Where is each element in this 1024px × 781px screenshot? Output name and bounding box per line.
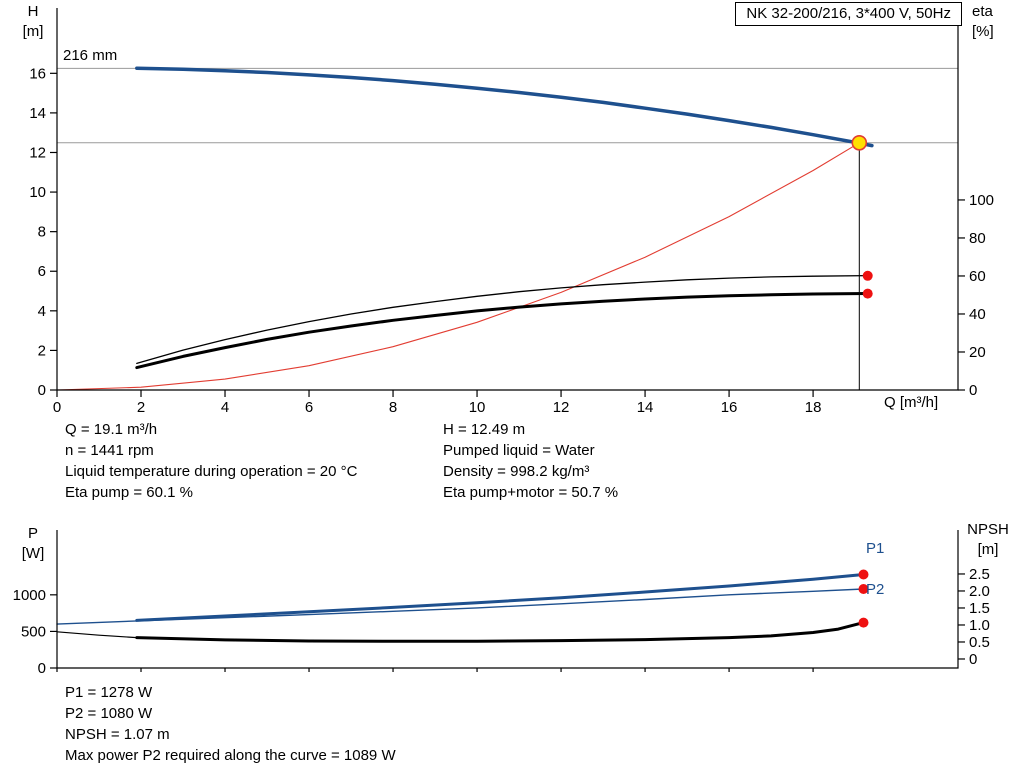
chart-axes — [56, 8, 959, 391]
tick-label: 0 — [969, 651, 977, 668]
info-line-eta-pump-motor: Eta pump+motor = 50.7 % — [443, 484, 619, 501]
h-axis-title-symbol: H — [27, 3, 39, 20]
tick-label: 2 — [137, 399, 145, 416]
tick-label: 8 — [38, 224, 46, 241]
tick-label: 14 — [29, 105, 46, 122]
series-pump-curve-216mm — [135, 66, 874, 148]
tick-label: 6 — [305, 399, 313, 416]
marker-duty-point — [851, 135, 868, 151]
tick-label: 1000 — [13, 587, 46, 604]
h-axis-title-unit: [m] — [22, 23, 44, 40]
info-line-speed: n = 1441 rpm — [65, 442, 154, 459]
tick-label: 10 — [29, 184, 46, 201]
marker-eta-pump-point — [862, 270, 873, 281]
tick-label: 14 — [637, 399, 654, 416]
p-axis-title-unit: [W] — [21, 545, 45, 562]
tick-label: 16 — [29, 65, 46, 82]
tick-label: 4 — [38, 303, 46, 320]
series-eta-pump — [136, 274, 869, 365]
h-axis-title: H [m] — [14, 2, 52, 42]
series-system-curve — [56, 142, 860, 391]
duty-info-left-column: Q = 19.1 m³/h n = 1441 rpm Liquid temper… — [65, 419, 357, 503]
eta-axis-title-unit: [%] — [972, 23, 994, 40]
p-axis-title: P [W] — [14, 524, 52, 564]
tick-label: 2.0 — [969, 583, 990, 600]
tick-label: 0 — [53, 399, 61, 416]
tick-label: 8 — [389, 399, 397, 416]
tick-label: 12 — [29, 144, 46, 161]
tick-label: 0 — [38, 382, 46, 399]
info-line-q: Q = 19.1 m³/h — [65, 421, 158, 438]
result-line-max-power: Max power P2 required along the curve = … — [65, 747, 396, 764]
tick-label: 20 — [969, 344, 986, 361]
series-p1-power — [135, 573, 865, 622]
result-line-npsh: NPSH = 1.07 m — [65, 726, 170, 743]
info-line-liquid: Pumped liquid = Water — [443, 442, 595, 459]
chart-axes — [56, 530, 959, 669]
result-line-p1: P1 = 1278 W — [65, 684, 153, 701]
tick-label: 80 — [969, 230, 986, 247]
series-npsh — [135, 621, 865, 643]
tick-label: 12 — [553, 399, 570, 416]
npsh-axis-title-unit: [m] — [977, 541, 999, 558]
marker-eta-pump-motor-point — [862, 288, 873, 299]
eta-axis-title: eta [%] — [972, 2, 994, 42]
tick-label: 500 — [21, 623, 46, 640]
info-line-eta-pump: Eta pump = 60.1 % — [65, 484, 193, 501]
tick-label: 0 — [969, 382, 977, 399]
tick-label: 1.5 — [969, 600, 990, 617]
tick-label: 60 — [969, 268, 986, 285]
info-line-temperature: Liquid temperature during operation = 20… — [65, 463, 358, 480]
p1-curve-label: P1 — [866, 540, 885, 557]
tick-label: 10 — [469, 399, 486, 416]
result-line-p2: P2 = 1080 W — [65, 705, 153, 722]
tick-label: 2 — [38, 342, 46, 359]
tick-label: 1.0 — [969, 617, 990, 634]
tick-label: 0.5 — [969, 634, 990, 651]
p-axis-title-symbol: P — [27, 525, 38, 542]
duty-info-right-column: H = 12.49 m Pumped liquid = Water Densit… — [443, 419, 618, 503]
tick-label: 18 — [805, 399, 822, 416]
info-line-h: H = 12.49 m — [443, 421, 526, 438]
series-eta-pump-motor — [135, 292, 870, 370]
series-npsh-lead — [56, 631, 138, 639]
marker-npsh-point — [858, 617, 869, 628]
tick-label: 2.5 — [969, 566, 990, 583]
tick-label: 100 — [969, 192, 994, 209]
tick-label: 16 — [721, 399, 738, 416]
impeller-diameter-label: 216 mm — [63, 47, 118, 64]
tick-label: 6 — [38, 263, 46, 280]
tick-label: 40 — [969, 306, 986, 323]
tick-label: 4 — [221, 399, 229, 416]
pump-title-box: NK 32-200/216, 3*400 V, 50Hz — [735, 2, 962, 26]
eta-axis-title-symbol: eta — [972, 3, 993, 20]
npsh-axis-title: NPSH [m] — [962, 520, 1014, 560]
info-line-density: Density = 998.2 kg/m³ — [443, 463, 590, 480]
p2-curve-label: P2 — [866, 581, 885, 598]
q-axis-title: Q [m³/h] — [884, 394, 939, 411]
npsh-axis-title-symbol: NPSH — [967, 521, 1009, 538]
marker-p1-point — [858, 569, 869, 580]
results-block: P1 = 1278 W P2 = 1080 W NPSH = 1.07 m Ma… — [65, 682, 396, 766]
tick-label: 0 — [38, 660, 46, 677]
marker-p2-point — [858, 584, 869, 594]
